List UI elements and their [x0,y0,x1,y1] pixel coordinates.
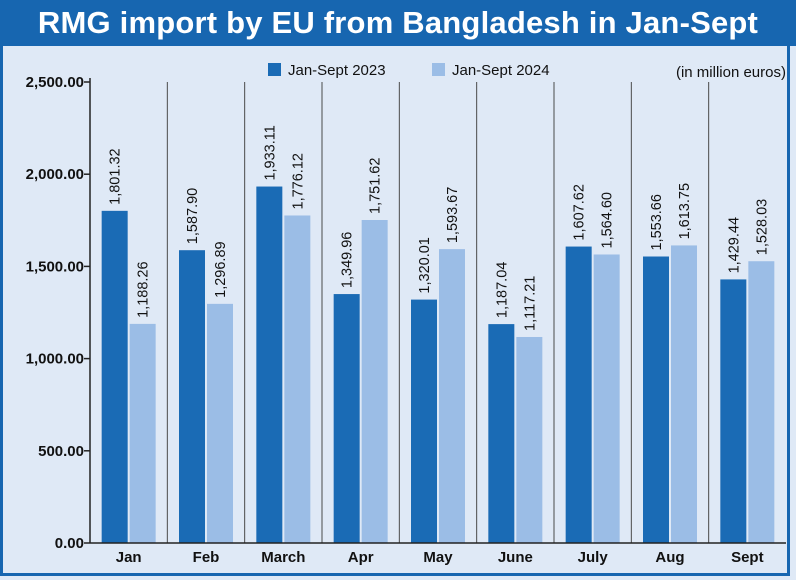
y-tick-label: 2,000.00 [26,166,84,183]
data-label: 1,593.67 [445,187,461,243]
unit-note: (in million euros) [676,64,786,81]
legend-swatch [268,63,281,76]
bar [565,246,592,543]
chart-title: RMG import by EU from Bangladesh in Jan-… [37,5,759,40]
bar [361,220,388,543]
chart-frame [0,46,790,576]
bar [643,256,669,543]
data-label: 1,751.62 [368,158,384,214]
bar [284,215,311,544]
bar [333,294,360,543]
data-label: 1,187.04 [494,262,510,318]
bar [748,261,775,543]
data-label: 1,188.26 [136,261,152,317]
bars-layer: 1,801.32 1,188.26 1,587.90 1,296.89 1,933.11… [101,125,775,544]
x-category-label: May [423,549,453,566]
bar [439,249,465,543]
data-label: 1,528.03 [754,199,770,255]
y-tick-label: 2,500.00 [26,74,84,91]
data-label: 1,587.90 [185,188,201,244]
x-category-label: June [498,549,533,566]
data-label: 1,564.60 [600,192,616,248]
legend-swatch [432,63,445,76]
x-category-label: Jan [116,549,142,566]
y-tick-label: 0.00 [55,535,84,552]
axes: 0.00 500.00 1,000.00 1,500.00 2,000.00 2,500.… [26,74,786,566]
y-tick-label: 1,500.00 [26,258,84,275]
legend-label: Jan-Sept 2023 [288,62,386,79]
bar [720,279,747,543]
x-category-label: March [261,549,305,566]
bar [593,254,620,543]
legend: Jan-Sept 2023 Jan-Sept 2024 [268,62,550,79]
grid-lines [166,82,710,543]
data-label: 1,607.62 [572,184,588,240]
data-label: 1,776.12 [290,153,306,209]
bar [207,303,233,543]
x-category-label: Sept [731,549,764,566]
data-label: 1,296.89 [213,241,229,297]
x-category-label: Apr [348,549,374,566]
bar [101,210,128,543]
bar [411,299,437,543]
data-label: 1,613.75 [677,183,693,239]
x-category-label: July [578,549,609,566]
bar [671,245,697,543]
x-category-label: Aug [655,549,684,566]
data-label: 1,320.01 [417,237,433,293]
data-label: 1,117.21 [522,276,538,331]
bar [256,186,283,543]
legend-label: Jan-Sept 2024 [452,62,550,79]
chart-title-bar: RMG import by EU from Bangladesh in Jan-… [0,0,796,46]
data-label: 1,933.11 [262,125,278,180]
bar [488,324,515,543]
y-tick-label: 500.00 [38,443,84,460]
data-label: 1,801.32 [108,148,124,204]
data-label: 1,429.44 [726,217,742,273]
x-category-label: Feb [193,549,220,566]
y-tick-label: 1,000.00 [26,351,84,368]
bar [179,250,205,544]
data-label: 1,553.66 [649,194,665,250]
bar [516,336,543,543]
data-label: 1,349.96 [340,232,356,288]
bar [129,323,156,543]
